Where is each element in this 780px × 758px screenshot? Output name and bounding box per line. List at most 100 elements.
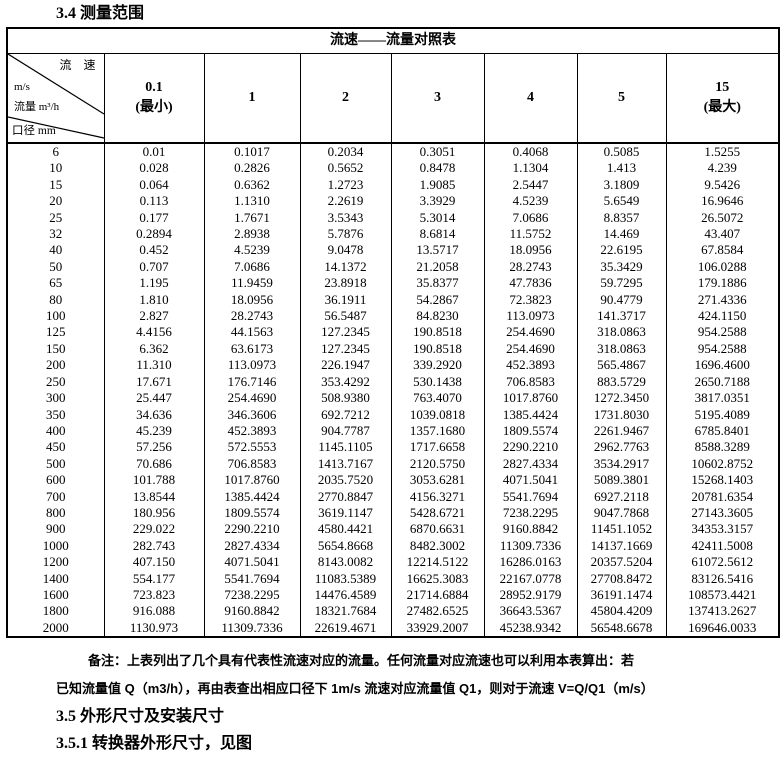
flow-cell: 1272.3450 (576, 390, 667, 407)
flow-cell: 90.4779 (576, 291, 667, 309)
flow-cell: 137413.2627 (665, 603, 780, 620)
flow-cell: 0.064 (103, 176, 205, 194)
flow-cell: 12214.5122 (390, 554, 485, 571)
flow-cell: 9047.7868 (576, 504, 667, 522)
flow-cell: 0.113 (103, 193, 205, 210)
flow-cell: 20781.6354 (665, 488, 780, 505)
table-row: 100 2.827 28.2743 56.5487 84.8230 113.0973 141… (6, 308, 780, 325)
table-row: 250 17.671 176.7146 353.4292 530.1438 706.858… (6, 373, 780, 391)
flow-cell: 0.5652 (299, 160, 392, 177)
flow-cell: 452.3893 (203, 422, 301, 440)
flow-cell: 15268.1403 (665, 472, 780, 489)
flow-cell: 706.8583 (483, 373, 578, 391)
flow-cell: 904.7787 (299, 422, 392, 440)
diameter-cell: 15 (6, 176, 105, 194)
flow-cell: 5.6549 (576, 193, 667, 210)
flow-cell: 7238.2295 (483, 504, 578, 522)
flow-cell: 1.810 (103, 291, 205, 309)
flow-cell: 2827.4334 (483, 455, 578, 473)
flow-cell: 318.0863 (576, 324, 667, 341)
flow-cell: 8482.3002 (390, 537, 485, 555)
flow-cell: 1.9085 (390, 176, 485, 194)
flow-cell: 692.7212 (299, 406, 392, 423)
flow-cell: 5.3014 (390, 209, 485, 227)
flow-cell: 9.5426 (665, 176, 780, 194)
flow-cell: 1130.973 (103, 619, 205, 638)
table-row: 500 70.686 706.8583 1413.7167 2120.5750 2827.… (6, 455, 780, 473)
flow-cell: 35.3429 (576, 258, 667, 276)
flow-cell: 2.827 (103, 308, 205, 325)
flow-cell: 763.4070 (390, 390, 485, 407)
flow-cell: 7.0686 (483, 209, 578, 227)
flow-cell: 508.9380 (299, 390, 392, 407)
table-row: 600 101.788 1017.8760 2035.7520 3053.6281 407… (6, 472, 780, 489)
diameter-cell: 2000 (6, 619, 105, 638)
flow-cell: 1.413 (576, 160, 667, 177)
flow-cell: 0.2826 (203, 160, 301, 177)
corner-velocity-label: 流 速 (59, 58, 96, 72)
flow-cell: 56.5487 (299, 308, 392, 325)
flow-cell: 21714.6884 (390, 586, 485, 604)
flow-cell: 7238.2295 (203, 586, 301, 604)
flow-cell: 0.2894 (103, 226, 205, 243)
table-row: 1000 282.743 2827.4334 5654.8668 8482.3002 11… (6, 537, 780, 555)
flow-cell: 9160.8842 (203, 603, 301, 620)
flow-cell: 1.7671 (203, 209, 301, 227)
flow-cell: 13.8544 (103, 488, 205, 505)
column-header-velocity: 4 (483, 53, 578, 144)
flow-cell: 1145.1105 (299, 439, 392, 456)
flow-cell: 11083.5389 (299, 570, 392, 587)
corner-diameter-label: 口径 mm (12, 125, 56, 137)
flow-cell: 28952.9179 (483, 586, 578, 604)
flow-cell: 10602.8752 (665, 455, 780, 473)
flow-cell: 18321.7684 (299, 603, 392, 620)
flow-cell: 8143.0082 (299, 554, 392, 571)
flow-cell: 554.177 (103, 570, 205, 587)
flow-cell: 2.8938 (203, 226, 301, 243)
flow-cell: 5089.3801 (576, 472, 667, 489)
diameter-cell: 1800 (6, 603, 105, 620)
table-row: 32 0.2894 2.8938 5.7876 8.6814 11.5752 14.469 4… (6, 226, 780, 243)
table-row: 200 11.310 113.0973 226.1947 339.2920 452.389… (6, 357, 780, 374)
column-header-velocity: 15 (最大) (665, 53, 780, 144)
diameter-cell: 65 (6, 275, 105, 292)
diameter-cell: 1600 (6, 586, 105, 604)
flow-cell: 11.5752 (483, 226, 578, 243)
flow-cell: 35.8377 (390, 275, 485, 292)
diameter-cell: 1000 (6, 537, 105, 555)
flow-cell: 1385.4424 (203, 488, 301, 505)
flow-cell: 190.8518 (390, 324, 485, 341)
flow-cell: 1.1310 (203, 193, 301, 210)
flow-cell: 34.636 (103, 406, 205, 423)
table-row: 450 57.256 572.5553 1145.1105 1717.6658 2290.… (6, 439, 780, 456)
table-row: 10 0.028 0.2826 0.5652 0.8478 1.1304 1.413 4.23… (6, 160, 780, 177)
flow-cell: 1717.6658 (390, 439, 485, 456)
table-row: 1400 554.177 5541.7694 11083.5389 16625.3083… (6, 570, 780, 587)
flow-cell: 17.671 (103, 373, 205, 391)
flow-cell: 452.3893 (483, 357, 578, 374)
diameter-cell: 100 (6, 308, 105, 325)
flow-cell: 271.4336 (665, 291, 780, 309)
flow-cell: 127.2345 (299, 324, 392, 341)
flow-cell: 2962.7763 (576, 439, 667, 456)
flow-cell: 42411.5008 (665, 537, 780, 555)
flow-cell: 36.1911 (299, 291, 392, 309)
flow-cell: 1731.8030 (576, 406, 667, 423)
diameter-cell: 800 (6, 504, 105, 522)
flow-cell: 2290.2210 (203, 521, 301, 538)
flow-cell: 83126.5416 (665, 570, 780, 587)
flow-cell: 1696.4600 (665, 357, 780, 374)
flow-cell: 14476.4589 (299, 586, 392, 604)
flow-cell: 179.1886 (665, 275, 780, 292)
flow-cell: 226.1947 (299, 357, 392, 374)
flow-cell: 67.8584 (665, 242, 780, 259)
diameter-cell: 900 (6, 521, 105, 538)
velocity-value: 2 (342, 90, 349, 105)
column-header-velocity: 0.1 (最小) (103, 53, 205, 144)
flow-cell: 190.8518 (390, 340, 485, 358)
flow-cell: 61072.5612 (665, 554, 780, 571)
section-heading-3-5: 3.5 外形尺寸及安装尺寸 (56, 708, 225, 725)
velocity-value: 4 (527, 90, 534, 105)
diameter-cell: 400 (6, 422, 105, 440)
flow-cell: 1385.4424 (483, 406, 578, 423)
